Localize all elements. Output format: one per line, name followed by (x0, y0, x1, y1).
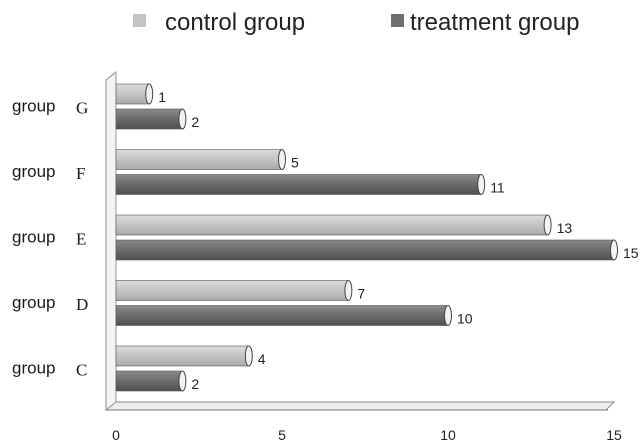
data-label: 4 (258, 351, 266, 367)
category-label-letter: G (76, 99, 88, 118)
category-label-prefix: group (12, 359, 55, 378)
bar-control (115, 345, 250, 367)
legend: control group treatment group (133, 9, 579, 36)
category-label-letter: F (76, 164, 85, 183)
bar-control (115, 149, 283, 170)
bar-end-cap (477, 174, 486, 195)
data-label: 13 (557, 220, 573, 236)
bar-end-cap (278, 149, 286, 170)
data-label: 5 (291, 155, 299, 171)
bar-end-cap (244, 345, 253, 367)
data-label: 11 (490, 180, 505, 196)
bar-end-cap (145, 83, 154, 105)
data-label: 1 (158, 89, 166, 105)
data-label: 15 (623, 245, 639, 261)
bar-end-cap (344, 280, 353, 301)
x-tick-label: 0 (112, 427, 120, 443)
chart-floor (104, 401, 616, 411)
x-tick-label: 5 (278, 427, 286, 443)
data-label: 2 (191, 376, 199, 392)
category-label-letter: D (76, 295, 88, 314)
bars (115, 83, 618, 392)
bar-treatment (115, 305, 449, 326)
x-tick-labels: 0 5 10 15 (112, 427, 622, 443)
legend-swatch-control (133, 14, 146, 27)
category-label-prefix: group (12, 162, 55, 181)
data-label: 10 (457, 311, 473, 327)
bar-control (115, 214, 548, 236)
bar-treatment (115, 108, 183, 130)
category-label-letter: E (76, 230, 86, 249)
category-label-prefix: group (12, 293, 55, 312)
bar-treatment (115, 174, 482, 195)
data-label: 7 (357, 286, 365, 302)
bar-end-cap (610, 239, 618, 261)
chart-wall (105, 70, 117, 411)
bar-control (115, 83, 150, 105)
category-label-letter: C (76, 361, 87, 380)
x-tick-label: 15 (606, 427, 622, 443)
data-labels: 1 2 5 11 13 15 7 10 4 2 (158, 89, 639, 392)
legend-swatch-treatment (391, 14, 404, 27)
bar-end-cap (543, 214, 552, 236)
category-label-prefix: group (12, 97, 55, 116)
bar-treatment (115, 239, 615, 261)
bar-control (115, 280, 349, 301)
bar-end-cap (178, 108, 187, 130)
data-label: 2 (191, 114, 199, 130)
bar-treatment (115, 370, 183, 392)
x-tick-label: 10 (440, 427, 456, 443)
legend-label-treatment: treatment group (410, 9, 579, 36)
category-label-prefix: group (12, 228, 55, 247)
bar-end-cap (444, 305, 452, 326)
axes (104, 70, 616, 411)
legend-label-control: control group (165, 9, 305, 36)
bar-end-cap (178, 370, 187, 392)
